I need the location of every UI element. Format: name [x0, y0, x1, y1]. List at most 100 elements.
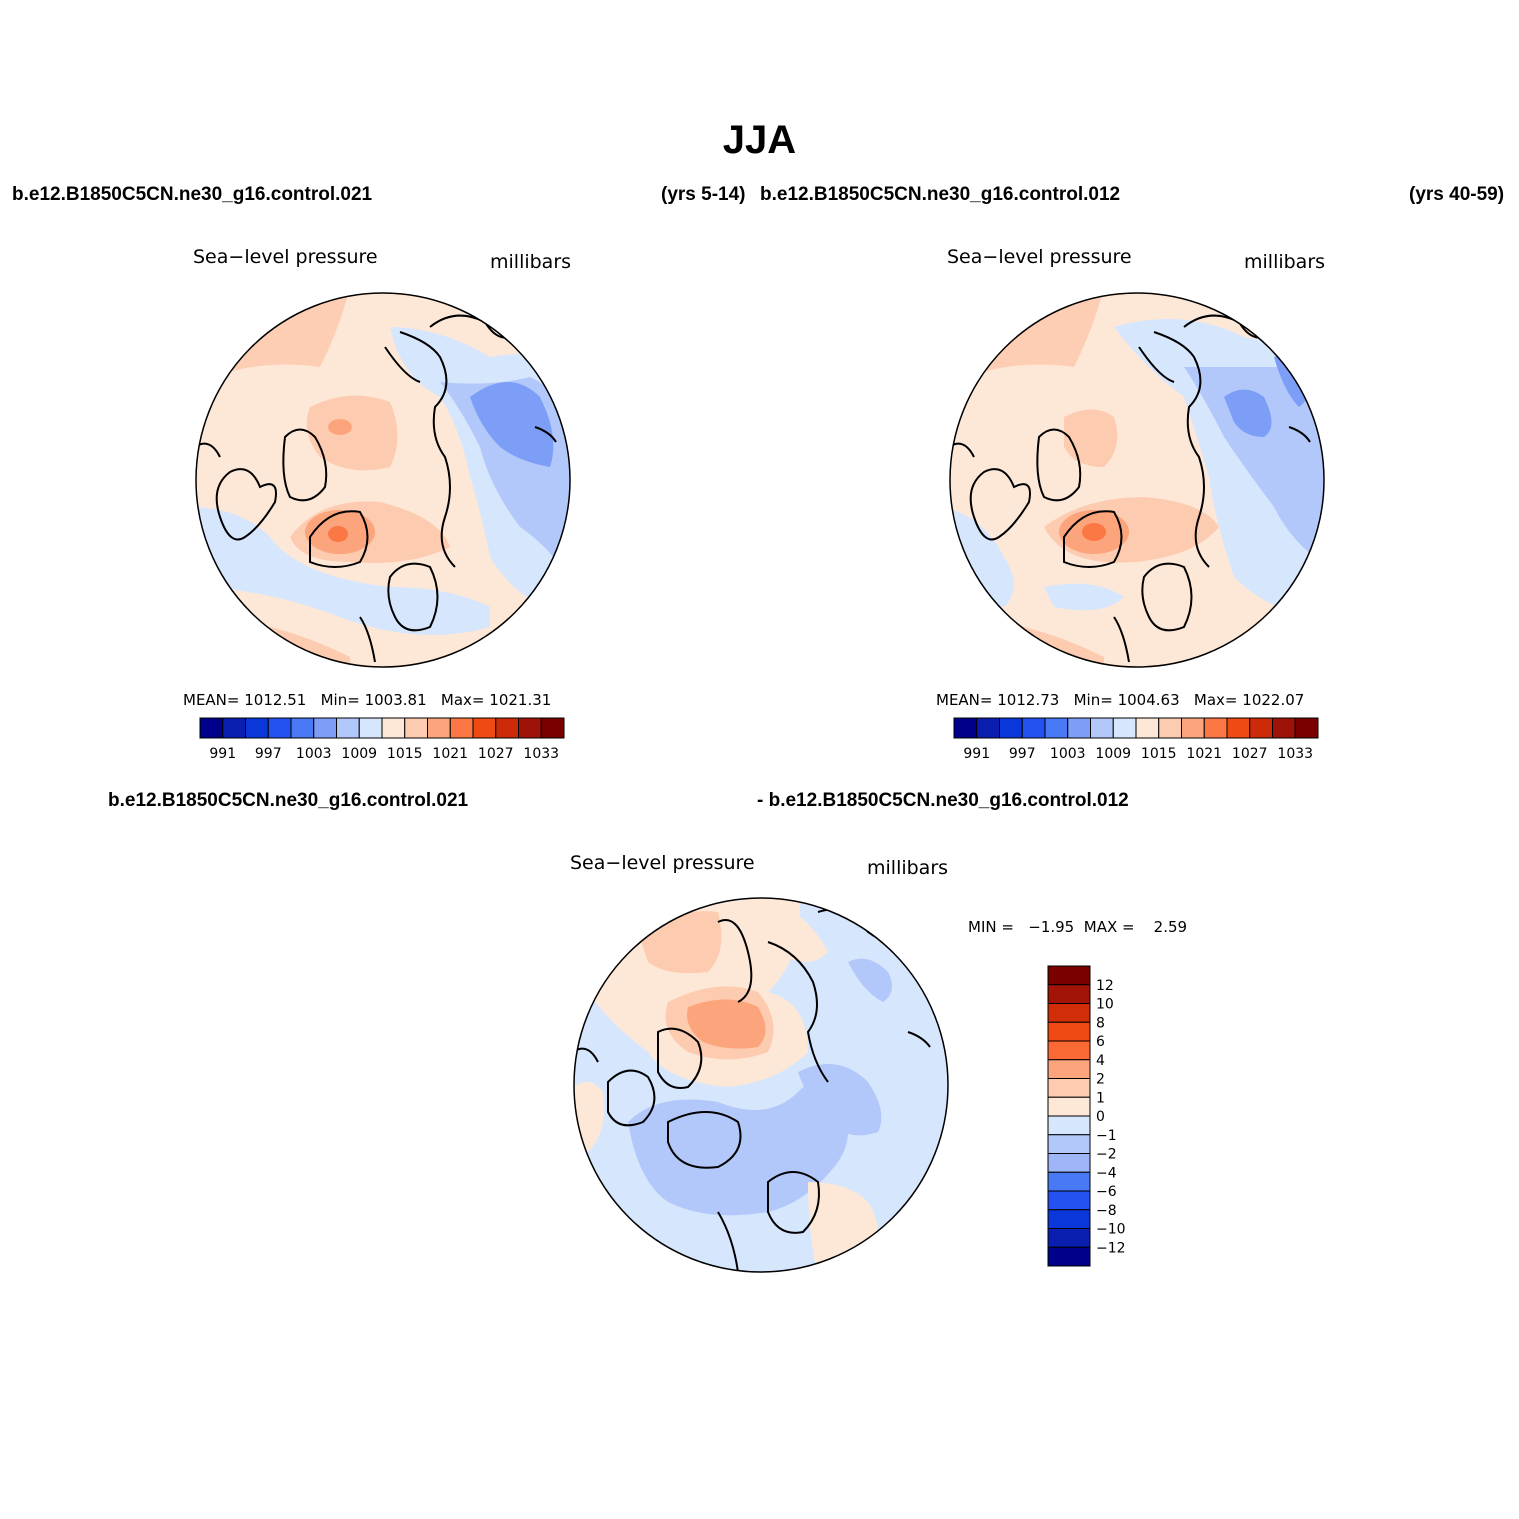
diff-colorbar-label: −12	[1096, 1240, 1126, 1256]
panel1-colorbar-box	[336, 717, 360, 739]
diff-max: 2.59	[1153, 918, 1188, 936]
panel1-colorbar-label: 1021	[432, 746, 468, 762]
panel2-colorbar-box	[953, 717, 978, 739]
panel2-colorbar-box	[1044, 717, 1069, 739]
diff-colorbar-box	[1047, 1171, 1091, 1192]
panel2-mean-label: MEAN=	[936, 691, 993, 709]
panel2-colorbar-box	[1272, 717, 1296, 739]
panel2-colorbar-box	[1158, 717, 1182, 739]
panel1-colorbar-label: 1003	[296, 746, 332, 762]
panel2-colorbar-label: 1015	[1141, 746, 1177, 762]
diff-colorbar-box	[1047, 1190, 1091, 1211]
diff-colorbar-box	[1047, 1153, 1091, 1173]
panel1-colorbar-box	[358, 717, 383, 739]
panel1-colorbar-label: 1027	[478, 746, 514, 762]
panel2-stats: MEAN= 1012.73 Min= 1004.63 Max= 1022.07	[936, 691, 1304, 709]
panel2-colorbar: 991 997 1003 1009 1015 1021 1027 1033	[953, 717, 1319, 762]
panel1-mean-label: MEAN=	[183, 691, 240, 709]
case-a-years: (yrs 5-14)	[661, 184, 746, 205]
diff-colorbar-label: −4	[1096, 1165, 1117, 1181]
diff-colorbar-box	[1047, 1209, 1091, 1229]
diff-variable: Sea−level pressure	[570, 852, 755, 874]
diff-colorbar-label: −8	[1096, 1203, 1117, 1219]
panel1-min-label: Min=	[320, 691, 360, 709]
panel2-min: 1004.63	[1117, 691, 1180, 709]
diff-map	[573, 897, 949, 1273]
panel1-colorbar-label: 991	[209, 746, 236, 762]
diff-colorbar-label: 6	[1096, 1034, 1105, 1050]
panel1-mean: 1012.51	[244, 691, 307, 709]
panel1-low-core	[470, 382, 554, 467]
panel1-colorbar-box	[404, 717, 428, 739]
panel1-colorbar-box	[449, 717, 474, 739]
panel1-colorbar-box	[427, 717, 451, 739]
panel1-colorbar-box	[290, 717, 315, 739]
panel2-map	[949, 292, 1325, 668]
diff-colorbar-label: 12	[1096, 978, 1114, 994]
diff-positive-core	[687, 999, 766, 1049]
panel1-map	[195, 292, 571, 668]
panel2-colorbar-box	[1135, 717, 1160, 739]
panel1-colorbar-box	[267, 717, 292, 739]
diff-colorbar-box	[1047, 984, 1091, 1004]
panel1-colorbar-label: 1015	[387, 746, 423, 762]
panel2-colorbar-label: 997	[1009, 746, 1036, 762]
panel1-colorbar-box	[518, 717, 542, 739]
diff-colorbar-box	[1047, 1228, 1091, 1248]
panel2-colorbar-box	[1067, 717, 1091, 739]
panel2-min-label: Min=	[1073, 691, 1113, 709]
panel1-colorbar-box	[199, 717, 224, 739]
panel1-colorbar-box	[472, 717, 497, 739]
diff-colorbar-label: −2	[1096, 1147, 1117, 1163]
panel2-colorbar-box	[1090, 717, 1114, 739]
panel2-colorbar-label: 1003	[1050, 746, 1086, 762]
panel1-colorbar-label: 1033	[523, 746, 559, 762]
panel1-units: millibars	[490, 251, 572, 273]
case-a-label: b.e12.B1850C5CN.ne30_g16.control.021	[12, 184, 373, 205]
panel2-colorbar-label: 1021	[1186, 746, 1222, 762]
panel2-map-border	[949, 292, 1325, 668]
panel2-variable: Sea−level pressure	[947, 246, 1132, 268]
panel2-colorbar-box	[1181, 717, 1205, 739]
case-b-label: b.e12.B1850C5CN.ne30_g16.control.012	[760, 184, 1121, 205]
diff-colorbar-box	[1047, 1003, 1091, 1023]
diff-colorbar-label: 4	[1096, 1053, 1105, 1069]
panel1-colorbar-box	[245, 717, 269, 739]
diff-max-label: MAX =	[1083, 918, 1135, 936]
panel1-variable: Sea−level pressure	[193, 246, 378, 268]
diff-colorbar-box	[1047, 1115, 1091, 1136]
diff-min-label: MIN =	[968, 918, 1014, 936]
diff-colorbar-label: −6	[1096, 1184, 1117, 1200]
diff-colorbar-box	[1047, 1096, 1091, 1117]
diff-colorbar-label: 10	[1096, 997, 1114, 1013]
panel2-colorbar-box	[1021, 717, 1046, 739]
diff-units: millibars	[867, 857, 949, 879]
panel2-colorbar-box	[1249, 717, 1273, 739]
panel1-colorbar-box	[540, 717, 565, 739]
diff-colorbar-box	[1047, 1021, 1091, 1042]
diff-colorbar-label: −10	[1096, 1222, 1126, 1238]
panel1-high-center	[306, 395, 398, 471]
panel2-colorbar-box	[1112, 717, 1137, 739]
panel1-colorbar-box	[381, 717, 406, 739]
panel1-map-border	[195, 292, 571, 668]
diff-stats: MIN = −1.95 MAX = 2.59	[968, 918, 1187, 936]
diff-case-b-label: - b.e12.B1850C5CN.ne30_g16.control.012	[757, 790, 1129, 811]
diff-coastlines	[574, 908, 931, 1272]
panel1-colorbar-box	[313, 717, 337, 739]
panel1-min: 1003.81	[364, 691, 427, 709]
panel2-colorbar-label: 1027	[1232, 746, 1268, 762]
panel2-units: millibars	[1244, 251, 1326, 273]
panel2-max-label: Max=	[1193, 691, 1238, 709]
diff-colorbar-label: −1	[1096, 1128, 1117, 1144]
panel2-colorbar-label: 1033	[1277, 746, 1313, 762]
diff-colorbar-box	[1047, 1059, 1091, 1079]
panel1-colorbar-label: 1009	[341, 746, 377, 762]
diff-min: −1.95	[1028, 918, 1075, 936]
case-b-years: (yrs 40-59)	[1409, 184, 1505, 205]
panel1-colorbar: 991 997 1003 1009 1015 1021 1027 1033	[199, 717, 565, 762]
panel1-max-label: Max=	[440, 691, 485, 709]
panel1-colorbar-box	[222, 717, 246, 739]
diff-colorbar-box	[1047, 1078, 1091, 1098]
